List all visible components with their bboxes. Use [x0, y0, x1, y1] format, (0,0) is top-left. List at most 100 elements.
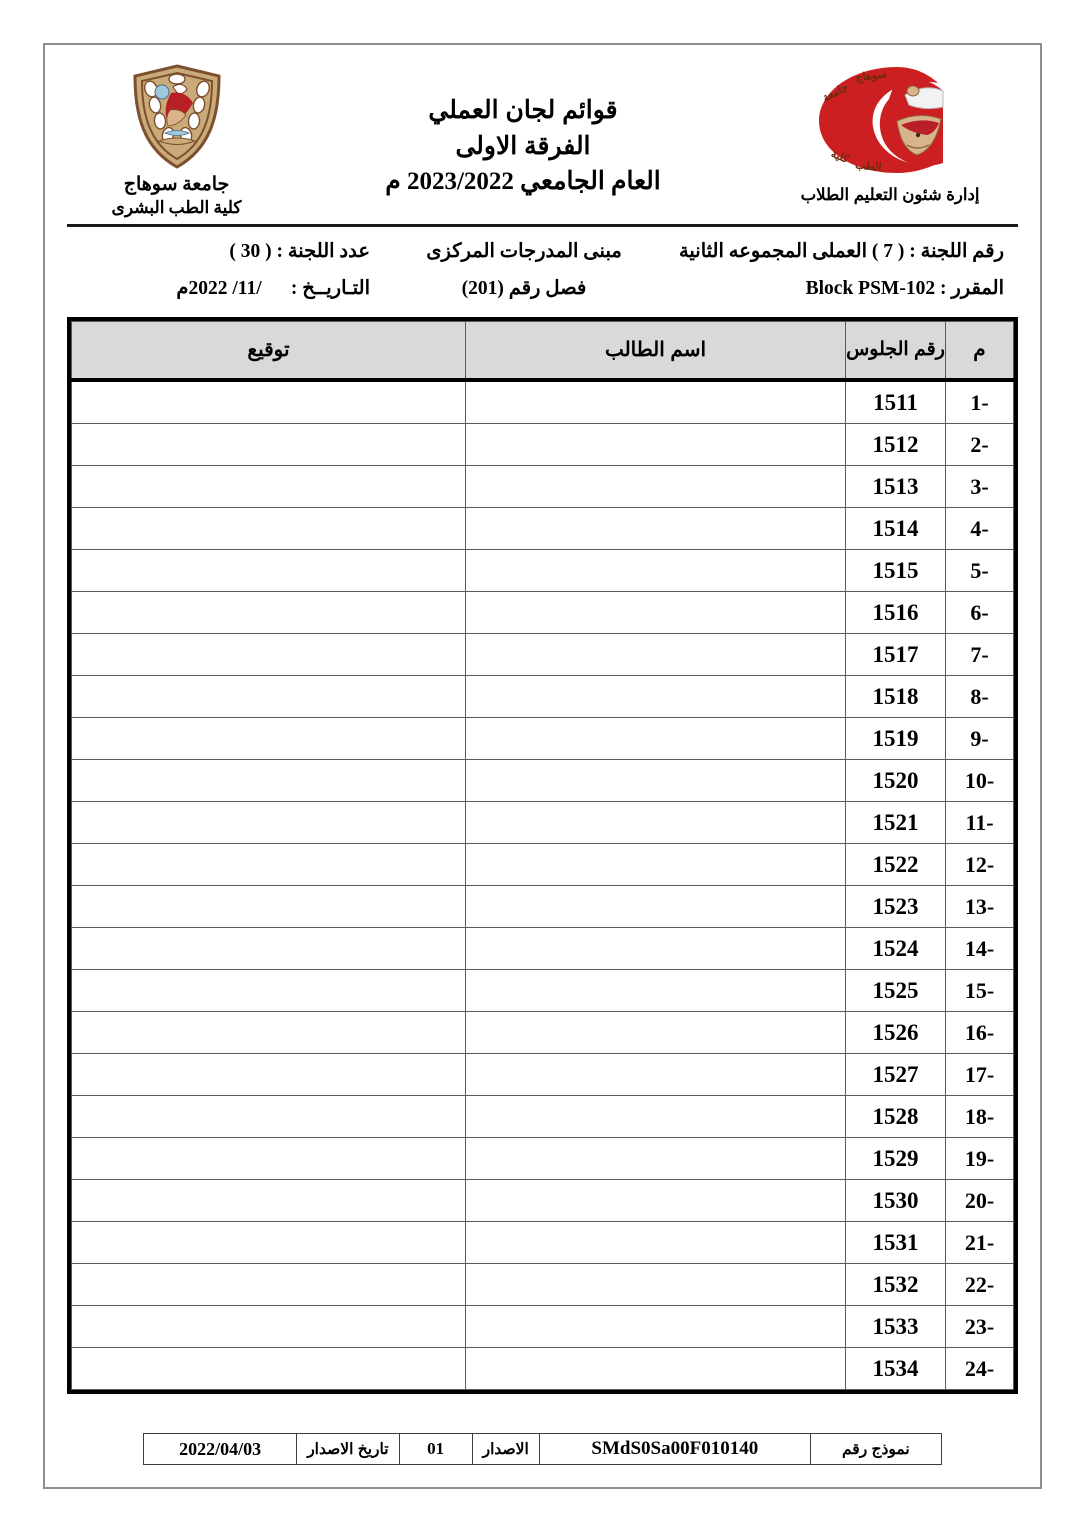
svg-text:سوهاج: سوهاج [855, 68, 888, 84]
edition-date-value: 2022/04/03 [143, 1433, 298, 1465]
cell-student-name[interactable] [465, 549, 846, 593]
cell-index: -12 [945, 843, 1014, 887]
cell-index: -4 [945, 507, 1014, 551]
cell-index: -16 [945, 1011, 1014, 1055]
table-header-row: م رقم الجلوس اسم الطالب توقيع [71, 321, 1014, 383]
cell-signature[interactable] [71, 1221, 466, 1265]
cell-signature[interactable] [71, 885, 466, 929]
cell-index: -24 [945, 1347, 1014, 1391]
cell-student-name[interactable] [465, 465, 846, 509]
cell-signature[interactable] [71, 633, 466, 677]
page-title: قوائم لجان العملي الفرقة الاولى العام ال… [284, 57, 762, 200]
cell-signature[interactable] [71, 675, 466, 719]
cell-seat-number: 1519 [845, 717, 946, 761]
date-label: التـاريــخ : [290, 278, 370, 300]
cell-seat-number: 1522 [845, 843, 946, 887]
cell-seat-number: 1533 [845, 1305, 946, 1349]
cell-seat-number: 1517 [845, 633, 946, 677]
cell-signature[interactable] [71, 1305, 466, 1349]
cell-seat-number: 1513 [845, 465, 946, 509]
cell-student-name[interactable] [465, 1095, 846, 1139]
cell-student-name[interactable] [465, 969, 846, 1013]
table-row: -7 1517 [71, 633, 1014, 677]
students-table-container: م رقم الجلوس اسم الطالب توقيع -1 1511 -2 15… [67, 317, 1018, 1395]
cell-student-name[interactable] [465, 633, 846, 677]
cell-seat-number: 1525 [845, 969, 946, 1013]
cell-seat-number: 1530 [845, 1179, 946, 1223]
cell-student-name[interactable] [465, 379, 846, 425]
cell-student-name[interactable] [465, 423, 846, 467]
cell-seat-number: 1532 [845, 1263, 946, 1307]
table-row: -15 1525 [71, 969, 1014, 1013]
cell-student-name[interactable] [465, 1347, 846, 1391]
cell-student-name[interactable] [465, 1221, 846, 1265]
cell-index: -13 [945, 885, 1014, 929]
cell-index: -20 [945, 1179, 1014, 1223]
table-row: -22 1532 [71, 1263, 1014, 1307]
cell-signature[interactable] [71, 507, 466, 551]
course-field: المقرر : Block PSM-102 [674, 270, 1010, 307]
cell-student-name[interactable] [465, 1305, 846, 1349]
cell-signature[interactable] [71, 549, 466, 593]
students-table: م رقم الجلوس اسم الطالب توقيع -1 1511 -2 15… [71, 321, 1014, 1391]
cell-student-name[interactable] [465, 843, 846, 887]
cell-index: -17 [945, 1053, 1014, 1097]
column-header-name: اسم الطالب [465, 321, 846, 383]
info-row-2: المقرر : Block PSM-102 فصل رقم (201) الت… [73, 270, 1010, 307]
cell-student-name[interactable] [465, 1137, 846, 1181]
cell-seat-number: 1515 [845, 549, 946, 593]
cell-seat-number: 1534 [845, 1347, 946, 1391]
cell-index: -14 [945, 927, 1014, 971]
cell-student-name[interactable] [465, 507, 846, 551]
cell-signature[interactable] [71, 1137, 466, 1181]
cell-student-name[interactable] [465, 1263, 846, 1307]
table-row: -20 1530 [71, 1179, 1014, 1223]
students-table-body: -1 1511 -2 1512 -3 1513 -4 1514 -5 1515 -6 1516 -7 15… [71, 379, 1014, 1391]
table-row: -17 1527 [71, 1053, 1014, 1097]
cell-seat-number: 1514 [845, 507, 946, 551]
cell-signature[interactable] [71, 591, 466, 635]
cell-index: -22 [945, 1263, 1014, 1307]
cell-signature[interactable] [71, 927, 466, 971]
cell-seat-number: 1523 [845, 885, 946, 929]
cell-student-name[interactable] [465, 717, 846, 761]
cell-index: -21 [945, 1221, 1014, 1265]
cell-student-name[interactable] [465, 675, 846, 719]
cell-signature[interactable] [71, 717, 466, 761]
cell-signature[interactable] [71, 843, 466, 887]
column-header-signature: توقيع [71, 321, 466, 383]
table-row: -9 1519 [71, 717, 1014, 761]
cell-student-name[interactable] [465, 1053, 846, 1097]
cell-signature[interactable] [71, 759, 466, 803]
cell-signature[interactable] [71, 423, 466, 467]
cell-student-name[interactable] [465, 1179, 846, 1223]
cell-student-name[interactable] [465, 801, 846, 845]
cell-index: -8 [945, 675, 1014, 719]
document-page: جامعة سوهاج كلية الطب البشرى قوائم لجان … [43, 43, 1042, 1489]
table-row: -11 1521 [71, 801, 1014, 845]
cell-signature[interactable] [71, 1053, 466, 1097]
cell-signature[interactable] [71, 465, 466, 509]
cell-seat-number: 1518 [845, 675, 946, 719]
edition-value: 01 [398, 1433, 473, 1465]
table-row: -3 1513 [71, 465, 1014, 509]
cell-signature[interactable] [71, 1347, 466, 1391]
cell-student-name[interactable] [465, 1011, 846, 1055]
table-row: -16 1526 [71, 1011, 1014, 1055]
cell-signature[interactable] [71, 1095, 466, 1139]
cell-signature[interactable] [71, 379, 466, 425]
cell-student-name[interactable] [465, 759, 846, 803]
table-row: -24 1534 [71, 1347, 1014, 1391]
cell-index: -7 [945, 633, 1014, 677]
cell-student-name[interactable] [465, 927, 846, 971]
cell-signature[interactable] [71, 969, 466, 1013]
cell-signature[interactable] [71, 1011, 466, 1055]
cell-signature[interactable] [71, 1179, 466, 1223]
cell-signature[interactable] [71, 801, 466, 845]
cell-signature[interactable] [71, 1263, 466, 1307]
cell-seat-number: 1527 [845, 1053, 946, 1097]
cell-student-name[interactable] [465, 885, 846, 929]
table-row: -18 1528 [71, 1095, 1014, 1139]
cell-student-name[interactable] [465, 591, 846, 635]
title-line-1: قوائم لجان العملي [428, 96, 618, 124]
